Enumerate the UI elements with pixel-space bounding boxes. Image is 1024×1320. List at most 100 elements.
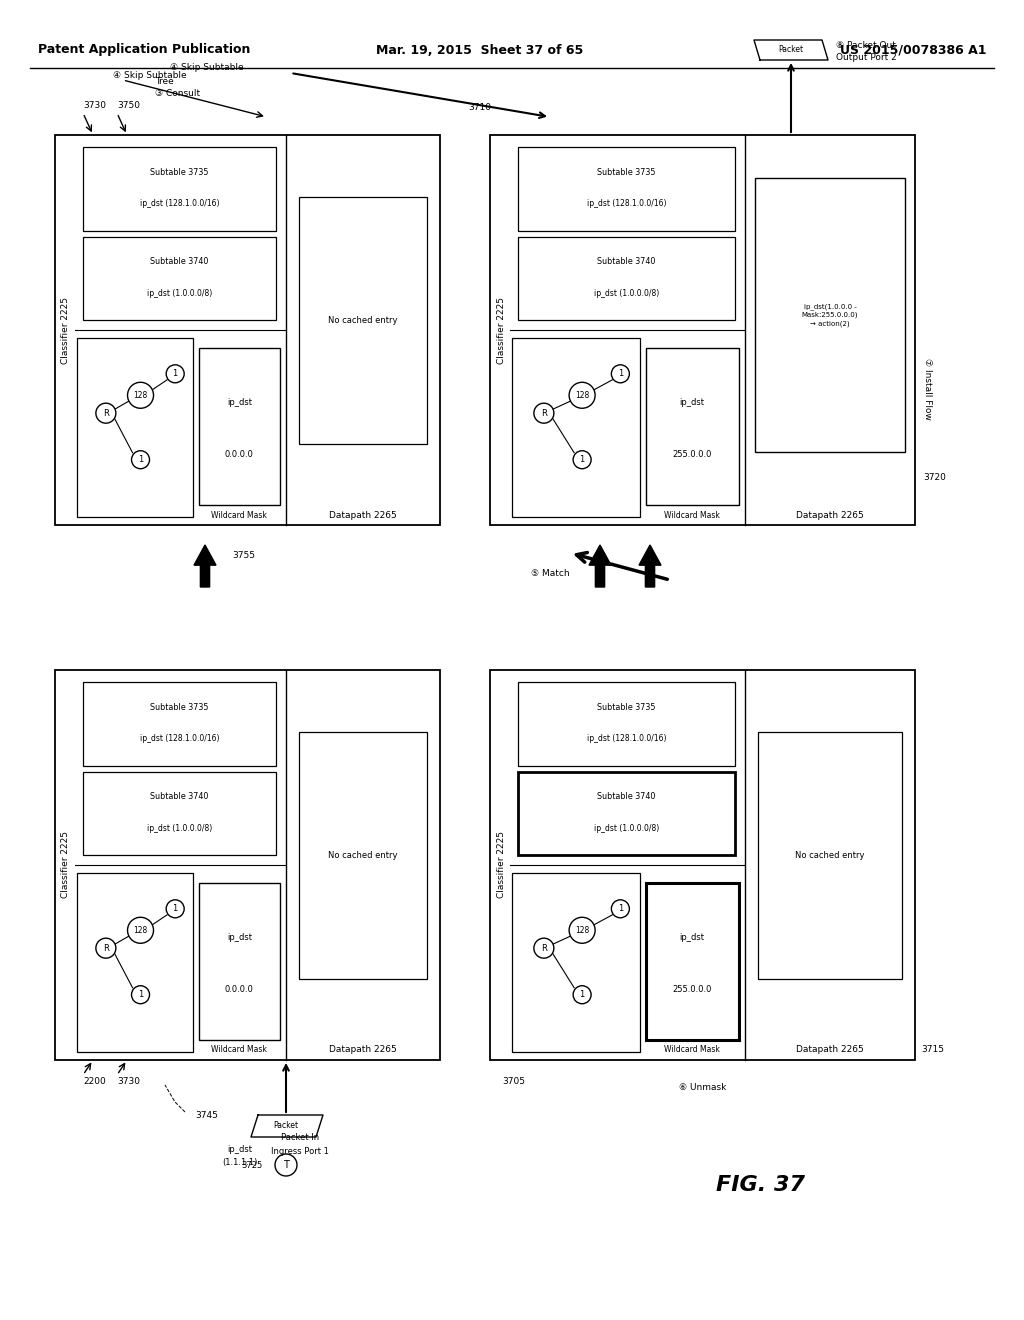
- Text: Wildcard Mask: Wildcard Mask: [211, 511, 267, 520]
- Bar: [755, 178, 905, 451]
- Text: ip_dst: ip_dst: [227, 1146, 253, 1155]
- Text: R: R: [103, 944, 109, 953]
- Bar: [83, 771, 276, 855]
- Text: Packet: Packet: [273, 1122, 299, 1130]
- Text: (1.1.1.1): (1.1.1.1): [222, 1159, 258, 1167]
- Bar: [758, 733, 902, 979]
- Circle shape: [573, 986, 591, 1003]
- Text: ip_dst (1.0.0.0/8): ip_dst (1.0.0.0/8): [594, 289, 659, 298]
- Text: 3710: 3710: [469, 103, 492, 111]
- Circle shape: [611, 900, 630, 917]
- Text: Datapath 2265: Datapath 2265: [796, 1045, 864, 1055]
- Polygon shape: [589, 545, 611, 587]
- Text: 1: 1: [173, 904, 178, 913]
- Text: 0.0.0.0: 0.0.0.0: [225, 450, 254, 459]
- Bar: [83, 236, 276, 319]
- Text: ⑤ Match: ⑤ Match: [530, 569, 569, 578]
- Bar: [512, 338, 640, 517]
- Bar: [518, 147, 735, 231]
- Text: Packet In: Packet In: [281, 1134, 319, 1143]
- Text: 3750: 3750: [117, 100, 140, 110]
- Text: Classifier 2225: Classifier 2225: [61, 832, 71, 899]
- Text: Ingress Port 1: Ingress Port 1: [271, 1147, 329, 1155]
- Bar: [512, 873, 640, 1052]
- Text: Tree: Tree: [155, 77, 174, 86]
- Text: Datapath 2265: Datapath 2265: [329, 511, 397, 520]
- Text: Output Port 2: Output Port 2: [836, 54, 897, 62]
- Polygon shape: [639, 545, 662, 587]
- Text: 1: 1: [138, 990, 143, 999]
- Text: 1: 1: [173, 370, 178, 379]
- Bar: [199, 348, 280, 506]
- Text: 1: 1: [617, 904, 623, 913]
- Bar: [83, 682, 276, 766]
- Circle shape: [534, 939, 554, 958]
- Text: Mar. 19, 2015  Sheet 37 of 65: Mar. 19, 2015 Sheet 37 of 65: [377, 44, 584, 57]
- Text: ⑥ Unmask: ⑥ Unmask: [679, 1084, 726, 1093]
- Text: No cached entry: No cached entry: [329, 851, 397, 861]
- Text: 128: 128: [575, 925, 589, 935]
- Text: 3730: 3730: [83, 100, 106, 110]
- Circle shape: [96, 403, 116, 424]
- Text: 128: 128: [133, 925, 147, 935]
- Text: 255.0.0.0: 255.0.0.0: [673, 985, 712, 994]
- Circle shape: [569, 383, 595, 408]
- Bar: [645, 348, 739, 506]
- Text: 1: 1: [580, 455, 585, 465]
- Bar: [518, 236, 735, 319]
- Circle shape: [128, 917, 154, 944]
- Text: ③ Consult: ③ Consult: [155, 88, 200, 98]
- Circle shape: [131, 450, 150, 469]
- Text: Patent Application Publication: Patent Application Publication: [38, 44, 251, 57]
- Text: Datapath 2265: Datapath 2265: [329, 1045, 397, 1055]
- Text: No cached entry: No cached entry: [796, 851, 864, 861]
- Text: Subtable 3740: Subtable 3740: [151, 257, 209, 267]
- Text: 255.0.0.0: 255.0.0.0: [673, 450, 712, 459]
- Bar: [490, 135, 915, 525]
- Text: 2200: 2200: [83, 1077, 105, 1086]
- Text: Subtable 3735: Subtable 3735: [151, 168, 209, 177]
- Text: Classifier 2225: Classifier 2225: [61, 297, 71, 363]
- Text: ip_dst: ip_dst: [680, 933, 705, 942]
- Text: R: R: [541, 409, 547, 417]
- Text: 3730: 3730: [117, 1077, 140, 1086]
- Text: ip_dst (128.1.0.0/16): ip_dst (128.1.0.0/16): [587, 734, 667, 743]
- Text: 3755: 3755: [232, 550, 255, 560]
- Bar: [77, 338, 193, 517]
- Text: Subtable 3740: Subtable 3740: [597, 792, 655, 801]
- Circle shape: [166, 900, 184, 917]
- Text: Wildcard Mask: Wildcard Mask: [665, 511, 720, 520]
- Circle shape: [131, 986, 150, 1003]
- Text: Packet: Packet: [778, 45, 804, 54]
- Text: ip_dst: ip_dst: [680, 399, 705, 408]
- Bar: [199, 883, 280, 1040]
- Text: No cached entry: No cached entry: [329, 315, 397, 325]
- Circle shape: [128, 383, 154, 408]
- Text: ip_dst (1.0.0.0/8): ip_dst (1.0.0.0/8): [146, 289, 212, 298]
- Text: 3725: 3725: [242, 1160, 263, 1170]
- Text: 3705: 3705: [502, 1077, 525, 1086]
- Text: ip_dst (1.0.0.0/8): ip_dst (1.0.0.0/8): [146, 824, 212, 833]
- Bar: [645, 883, 739, 1040]
- Polygon shape: [194, 545, 216, 587]
- Circle shape: [569, 917, 595, 944]
- Bar: [55, 671, 440, 1060]
- Text: ip_dst (1.0.0.0/8): ip_dst (1.0.0.0/8): [594, 824, 659, 833]
- Text: ip_dst: ip_dst: [226, 933, 252, 942]
- Polygon shape: [251, 1115, 323, 1137]
- Text: US 2015/0078386 A1: US 2015/0078386 A1: [840, 44, 986, 57]
- Text: FIG. 37: FIG. 37: [716, 1175, 805, 1195]
- Text: Datapath 2265: Datapath 2265: [796, 511, 864, 520]
- Circle shape: [275, 1154, 297, 1176]
- Polygon shape: [754, 40, 828, 59]
- Text: ip_dst (128.1.0.0/16): ip_dst (128.1.0.0/16): [139, 734, 219, 743]
- Text: Wildcard Mask: Wildcard Mask: [211, 1045, 267, 1055]
- Circle shape: [573, 450, 591, 469]
- Text: ④ Skip Subtable: ④ Skip Subtable: [113, 70, 186, 79]
- Text: R: R: [541, 944, 547, 953]
- Text: 128: 128: [133, 391, 147, 400]
- Text: ip_dst: ip_dst: [226, 399, 252, 408]
- Text: 128: 128: [575, 391, 589, 400]
- Text: ⑧ Packet Out: ⑧ Packet Out: [836, 41, 896, 49]
- Text: 3715: 3715: [921, 1045, 944, 1055]
